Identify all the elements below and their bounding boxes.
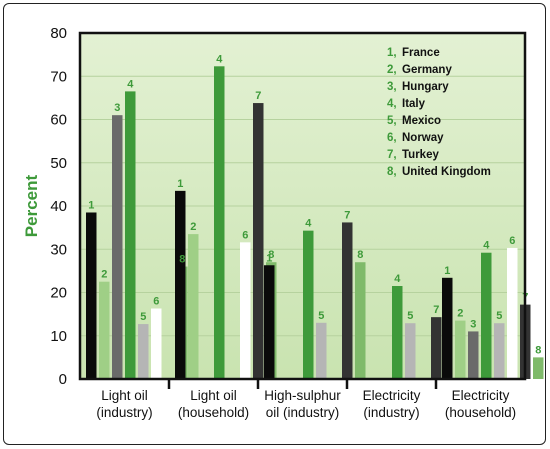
bar xyxy=(112,115,123,380)
bar xyxy=(392,286,403,379)
bar xyxy=(507,247,518,379)
bar-data-label: 8 xyxy=(179,254,185,266)
bar xyxy=(442,277,453,379)
bar-data-label: 7 xyxy=(255,90,261,102)
x-category-label: Electricity xyxy=(452,388,510,403)
y-tick-label: 40 xyxy=(50,198,67,215)
bar-data-label: 2 xyxy=(190,221,196,233)
bar xyxy=(99,281,110,379)
bar-data-label: 4 xyxy=(127,78,134,90)
bar-data-label: 2 xyxy=(101,269,107,281)
y-tick-label: 60 xyxy=(50,112,67,129)
legend-number: 6, xyxy=(387,132,397,144)
bar-data-label: 7 xyxy=(433,304,439,316)
legend-number: 8, xyxy=(387,166,397,178)
x-category-label: (industry) xyxy=(363,405,419,420)
bar-data-label: 3 xyxy=(470,318,476,330)
bar xyxy=(405,323,416,379)
x-category-label: (household) xyxy=(445,405,516,420)
bar-data-label: 4 xyxy=(394,273,401,285)
legend-number: 5, xyxy=(387,115,397,127)
y-axis-label: Percent xyxy=(22,174,41,237)
bar xyxy=(303,230,314,379)
bar-data-label: 4 xyxy=(305,218,312,230)
y-tick-label: 50 xyxy=(50,155,67,172)
bar xyxy=(431,317,442,379)
bar-data-label: 6 xyxy=(153,296,159,308)
x-category-label: oil (industry) xyxy=(266,405,340,420)
bar-data-label: 8 xyxy=(535,344,541,356)
bar-data-label: 1 xyxy=(177,178,183,190)
bar-data-label: 4 xyxy=(483,240,490,252)
bar-data-label: 6 xyxy=(242,229,248,241)
bar xyxy=(86,212,97,379)
bar-data-label: 5 xyxy=(318,310,324,322)
y-tick-label: 20 xyxy=(50,285,67,302)
bar-data-label: 5 xyxy=(407,310,413,322)
bar-data-label: 5 xyxy=(140,311,146,323)
x-category-label: (industry) xyxy=(96,405,152,420)
bar-data-label: 4 xyxy=(216,53,223,65)
bar-data-label: 1 xyxy=(88,199,94,211)
bar-data-label: 8 xyxy=(357,249,363,261)
bar-data-label: 2 xyxy=(457,308,463,320)
legend-entry: United Kingdom xyxy=(402,166,491,178)
bar xyxy=(342,222,353,379)
bar xyxy=(188,234,199,379)
legend-entry: France xyxy=(402,47,440,59)
bar xyxy=(481,252,492,379)
legend-entry: Mexico xyxy=(402,115,441,127)
bar-data-label: 6 xyxy=(509,235,515,247)
legend-entry: Norway xyxy=(402,132,444,144)
bar xyxy=(214,66,225,380)
bar xyxy=(240,242,251,379)
x-category-label: Light oil xyxy=(101,388,148,403)
y-tick-label: 80 xyxy=(50,25,67,42)
bar-data-label: 5 xyxy=(496,310,502,322)
legend-entry: Italy xyxy=(402,98,426,110)
legend-number: 3, xyxy=(387,81,397,93)
y-tick-label: 10 xyxy=(50,328,67,345)
bar xyxy=(151,308,162,379)
x-category-label: Light oil xyxy=(190,388,237,403)
bar-data-label: 1 xyxy=(266,252,272,264)
legend-number: 2, xyxy=(387,64,397,76)
bar xyxy=(494,323,505,379)
legend-number: 4, xyxy=(387,98,397,110)
y-tick-label: 0 xyxy=(59,371,67,388)
bar xyxy=(355,262,366,379)
bar xyxy=(455,320,466,379)
bar-data-label: 1 xyxy=(444,265,450,277)
y-tick-label: 70 xyxy=(50,68,67,85)
bar-data-label: 3 xyxy=(114,102,120,114)
x-category-label: (household) xyxy=(178,405,249,420)
bar xyxy=(125,91,136,379)
bar xyxy=(468,331,479,379)
legend-entry: Turkey xyxy=(402,149,439,161)
bar-data-label: 7 xyxy=(344,209,350,221)
plot-border xyxy=(78,31,527,381)
legend-number: 7, xyxy=(387,149,397,161)
bar xyxy=(175,190,186,379)
bar xyxy=(138,324,149,379)
bar xyxy=(316,322,327,379)
bar xyxy=(264,265,275,379)
legend-number: 1, xyxy=(387,47,397,59)
bar xyxy=(533,357,544,379)
bar xyxy=(253,103,264,379)
x-category-label: High-sulphur xyxy=(264,388,341,403)
y-tick-label: 30 xyxy=(50,241,67,258)
legend-entry: Hungary xyxy=(402,81,449,93)
bar-data-label: 8 xyxy=(268,249,274,261)
x-category-label: Electricity xyxy=(363,388,421,403)
legend-entry: Germany xyxy=(402,64,452,76)
